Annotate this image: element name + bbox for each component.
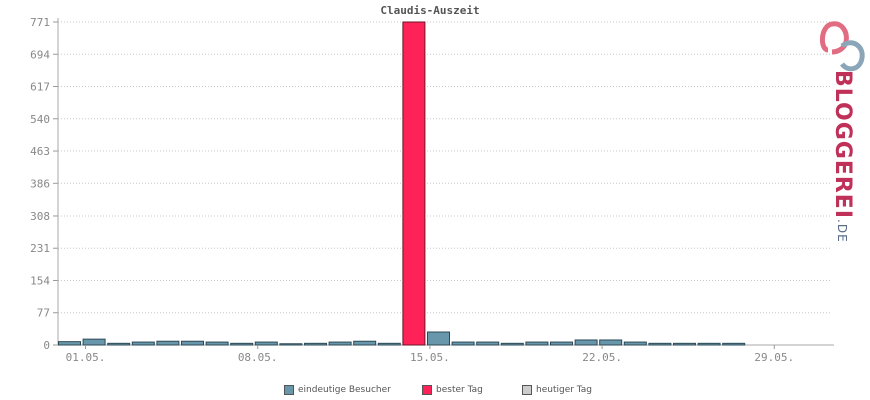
bar-day-10 <box>279 343 303 346</box>
bar-day-9 <box>254 341 278 346</box>
bar-day-27 <box>697 342 721 346</box>
legend-item-best: bester Tag <box>422 385 483 395</box>
y-tick-label: 77 <box>37 307 50 320</box>
logo-main-text: BLOGGEREI <box>830 70 855 220</box>
y-tick-label: 463 <box>30 145 50 158</box>
x-tick-label: 08.05. <box>238 351 278 364</box>
bar-day-16 <box>427 331 450 346</box>
legend-item-today: heutiger Tag <box>522 385 592 395</box>
y-tick-label: 771 <box>30 16 50 29</box>
legend-label-best: bester Tag <box>436 385 483 395</box>
bar-day-17 <box>451 341 475 346</box>
y-tick-label: 694 <box>30 48 50 61</box>
bar-day-3 <box>107 342 131 346</box>
y-tick-label: 617 <box>30 81 50 94</box>
bar-day-19 <box>500 342 524 346</box>
logo-text: BLOGGEREI.DE <box>830 70 855 243</box>
bar-day-24 <box>623 341 647 346</box>
bloggerei-logo-icon <box>820 21 865 72</box>
x-tick-label: 29.05. <box>754 351 794 364</box>
bar-day-23 <box>599 339 623 346</box>
x-tick-label: 01.05. <box>66 351 106 364</box>
bar-day-2 <box>82 338 106 346</box>
bar-day-6 <box>181 340 204 346</box>
legend-label-unique: eindeutige Besucher <box>298 385 391 395</box>
y-tick-label: 0 <box>43 339 50 352</box>
bar-day-21 <box>550 341 573 346</box>
bar-day-12 <box>328 341 352 346</box>
y-tick-label: 308 <box>30 210 50 223</box>
legend-label-today: heutiger Tag <box>536 385 593 395</box>
bar-day-11 <box>304 342 327 346</box>
bar-day-25 <box>648 342 672 346</box>
bar-day-4 <box>131 341 155 346</box>
legend-swatch-unique <box>284 385 294 395</box>
bar-day-18 <box>476 341 500 346</box>
bar-day-22 <box>574 339 598 346</box>
y-tick-label: 386 <box>30 177 50 190</box>
logo-suffix-text: .DE <box>835 219 849 243</box>
bar-day-1 <box>58 341 81 346</box>
bar-day-28 <box>722 342 746 346</box>
legend-swatch-today <box>522 385 532 395</box>
bar-day-20 <box>525 341 549 346</box>
bar-day-15 <box>402 21 426 346</box>
bar-day-13 <box>353 340 377 346</box>
y-tick-label: 540 <box>30 113 50 126</box>
bar-day-26 <box>673 342 696 346</box>
legend-item-unique: eindeutige Besucher <box>284 385 391 395</box>
bar-day-5 <box>156 340 180 346</box>
bar-day-8 <box>230 342 254 346</box>
y-tick-label: 231 <box>30 242 50 255</box>
legend-swatch-best <box>422 385 432 395</box>
bar-day-7 <box>205 341 229 346</box>
bar-day-14 <box>377 342 401 346</box>
chart-title: Claudis-Auszeit <box>380 4 480 17</box>
y-tick-label: 154 <box>30 274 50 287</box>
x-tick-label: 15.05. <box>410 351 450 364</box>
x-tick-label: 22.05. <box>582 351 622 364</box>
